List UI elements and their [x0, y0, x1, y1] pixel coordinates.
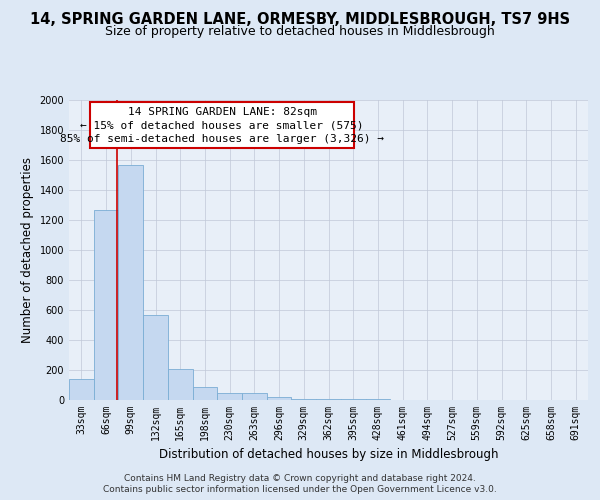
Text: 14 SPRING GARDEN LANE: 82sqm: 14 SPRING GARDEN LANE: 82sqm — [128, 107, 317, 117]
Bar — [365, 398, 390, 400]
Y-axis label: Number of detached properties: Number of detached properties — [21, 157, 34, 343]
Bar — [341, 398, 365, 400]
Text: Size of property relative to detached houses in Middlesbrough: Size of property relative to detached ho… — [105, 25, 495, 38]
Bar — [168, 368, 193, 400]
X-axis label: Distribution of detached houses by size in Middlesbrough: Distribution of detached houses by size … — [159, 448, 498, 462]
FancyBboxPatch shape — [90, 102, 355, 148]
Bar — [94, 210, 118, 400]
Bar — [316, 398, 341, 400]
Bar — [143, 314, 168, 400]
Text: 14, SPRING GARDEN LANE, ORMESBY, MIDDLESBROUGH, TS7 9HS: 14, SPRING GARDEN LANE, ORMESBY, MIDDLES… — [30, 12, 570, 28]
Text: ← 15% of detached houses are smaller (575): ← 15% of detached houses are smaller (57… — [80, 120, 364, 130]
Bar — [193, 386, 217, 400]
Bar — [217, 392, 242, 400]
Bar — [267, 397, 292, 400]
Bar — [242, 392, 267, 400]
Bar — [118, 164, 143, 400]
Bar — [292, 398, 316, 400]
Bar — [69, 379, 94, 400]
Text: Contains public sector information licensed under the Open Government Licence v3: Contains public sector information licen… — [103, 485, 497, 494]
Text: 85% of semi-detached houses are larger (3,326) →: 85% of semi-detached houses are larger (… — [60, 134, 384, 144]
Text: Contains HM Land Registry data © Crown copyright and database right 2024.: Contains HM Land Registry data © Crown c… — [124, 474, 476, 483]
